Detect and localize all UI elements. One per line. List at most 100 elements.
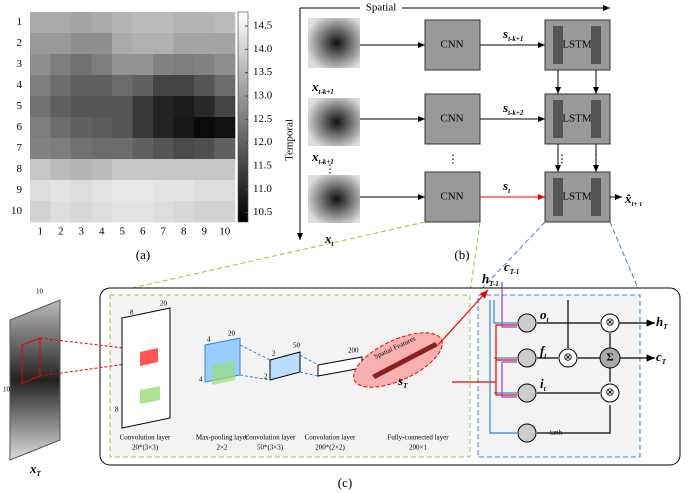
col-label: 2 xyxy=(58,226,64,238)
input-label: xT xyxy=(29,461,42,478)
shape xyxy=(308,175,360,223)
heat-cell xyxy=(30,96,51,117)
axis-label: Spatial xyxy=(366,2,397,14)
heat-cell xyxy=(112,159,133,180)
heat-cell xyxy=(112,201,133,222)
heat-cell xyxy=(112,138,133,159)
heat-cell xyxy=(174,180,195,201)
heat-cell xyxy=(92,201,113,222)
heat-cell xyxy=(174,117,195,138)
heat-cell xyxy=(71,138,92,159)
layer-size: 200×1 xyxy=(409,444,427,452)
heat-cell xyxy=(194,12,215,33)
colorbar-tick-label: 13.5 xyxy=(253,66,273,78)
heat-cell xyxy=(133,138,154,159)
dim: 50 xyxy=(293,342,301,350)
heat-cell xyxy=(92,180,113,201)
col-label: 7 xyxy=(161,226,167,238)
heat-cell xyxy=(133,33,154,54)
shape xyxy=(122,308,170,428)
feature-label: st-k+1 xyxy=(502,26,523,43)
conv1 xyxy=(122,308,170,428)
col-label: 6 xyxy=(140,226,146,238)
shape: ⊗ xyxy=(605,317,614,329)
shape: T xyxy=(663,323,668,331)
layer-name: Fully-connected layer xyxy=(387,434,449,442)
input-label: xt-k+1 xyxy=(311,79,334,96)
heat-cell xyxy=(51,138,72,159)
shape: t-k+1 xyxy=(319,88,334,96)
heat-cell xyxy=(92,159,113,180)
lstm-gate xyxy=(591,100,601,138)
colorbar-tick-label: 13.0 xyxy=(253,90,273,102)
heat-cell xyxy=(215,138,236,159)
row-label: 3 xyxy=(17,58,23,70)
sub: t-k+2 xyxy=(508,109,524,117)
heat-cell xyxy=(71,33,92,54)
heat-cell xyxy=(51,159,72,180)
heat-cell xyxy=(30,33,51,54)
panel-label: (b) xyxy=(454,247,469,262)
heat-cell xyxy=(174,96,195,117)
heat-cell xyxy=(153,159,174,180)
heat-cell xyxy=(51,12,72,33)
dim: 20 xyxy=(160,300,168,308)
heatmap: 1234567891012345678910 xyxy=(11,12,235,238)
layer-name: Convolution layer xyxy=(120,434,171,442)
dim: 200 xyxy=(348,347,359,355)
heat-cell xyxy=(112,117,133,138)
dim: 8 xyxy=(130,309,134,317)
sum-sign: Σ xyxy=(606,352,613,364)
heat-cell xyxy=(112,33,133,54)
heat-cell xyxy=(92,75,113,96)
row-label: 10 xyxy=(11,205,23,217)
col-label: 4 xyxy=(99,226,105,238)
page: {"panel_a":{"label":"(a)","heatmap":{ "r… xyxy=(0,0,691,493)
heat-cell xyxy=(71,96,92,117)
shape: t xyxy=(332,240,335,248)
lstm-label: LSTM xyxy=(562,191,592,203)
colorbar-tick-label: 14.0 xyxy=(253,43,273,55)
heat-cell xyxy=(153,12,174,33)
colorbar-tick-label: 12.5 xyxy=(253,113,273,125)
row-label: 6 xyxy=(17,121,23,133)
heat-cell xyxy=(174,159,195,180)
heat-cell xyxy=(112,54,133,75)
heat-cell xyxy=(71,159,92,180)
heat-cell xyxy=(194,33,215,54)
shape: ⊗ xyxy=(605,387,614,399)
heat-cell xyxy=(51,117,72,138)
state-label: cT-1 xyxy=(504,259,519,276)
colorbar-tick-label: 11.5 xyxy=(253,160,272,172)
dim: 4 xyxy=(207,336,211,344)
heat-cell xyxy=(51,33,72,54)
heat-cell xyxy=(30,117,51,138)
heat-cell xyxy=(153,75,174,96)
shape: h xyxy=(482,271,489,286)
heat-cell xyxy=(153,33,174,54)
feature-label: st xyxy=(502,178,511,195)
layer-name: Convolution layer xyxy=(245,434,296,442)
heat-cell xyxy=(71,117,92,138)
cnn-label: CNN xyxy=(440,191,463,203)
heat-cell xyxy=(153,201,174,222)
shape: T xyxy=(403,382,408,390)
layer-size: 2×2 xyxy=(217,444,228,452)
colorbar-ticks: 10.511.011.512.012.513.013.514.014.5 xyxy=(245,20,273,219)
col-label: 10 xyxy=(219,226,231,238)
heat-cell xyxy=(194,75,215,96)
heat-cell xyxy=(174,138,195,159)
row-label: 7 xyxy=(17,142,23,154)
heat-cell xyxy=(30,159,51,180)
dim: 2 xyxy=(264,373,268,381)
shape: T xyxy=(37,470,42,478)
heat-cell xyxy=(215,117,236,138)
shape: t+ τ xyxy=(632,200,644,208)
shape xyxy=(308,98,360,146)
shape xyxy=(518,424,536,442)
dim: 10 xyxy=(36,288,44,296)
layer-name: Max-pooling layer xyxy=(196,434,249,442)
shape: h xyxy=(656,314,663,329)
col-label: 8 xyxy=(181,226,187,238)
heat-cell xyxy=(215,12,236,33)
